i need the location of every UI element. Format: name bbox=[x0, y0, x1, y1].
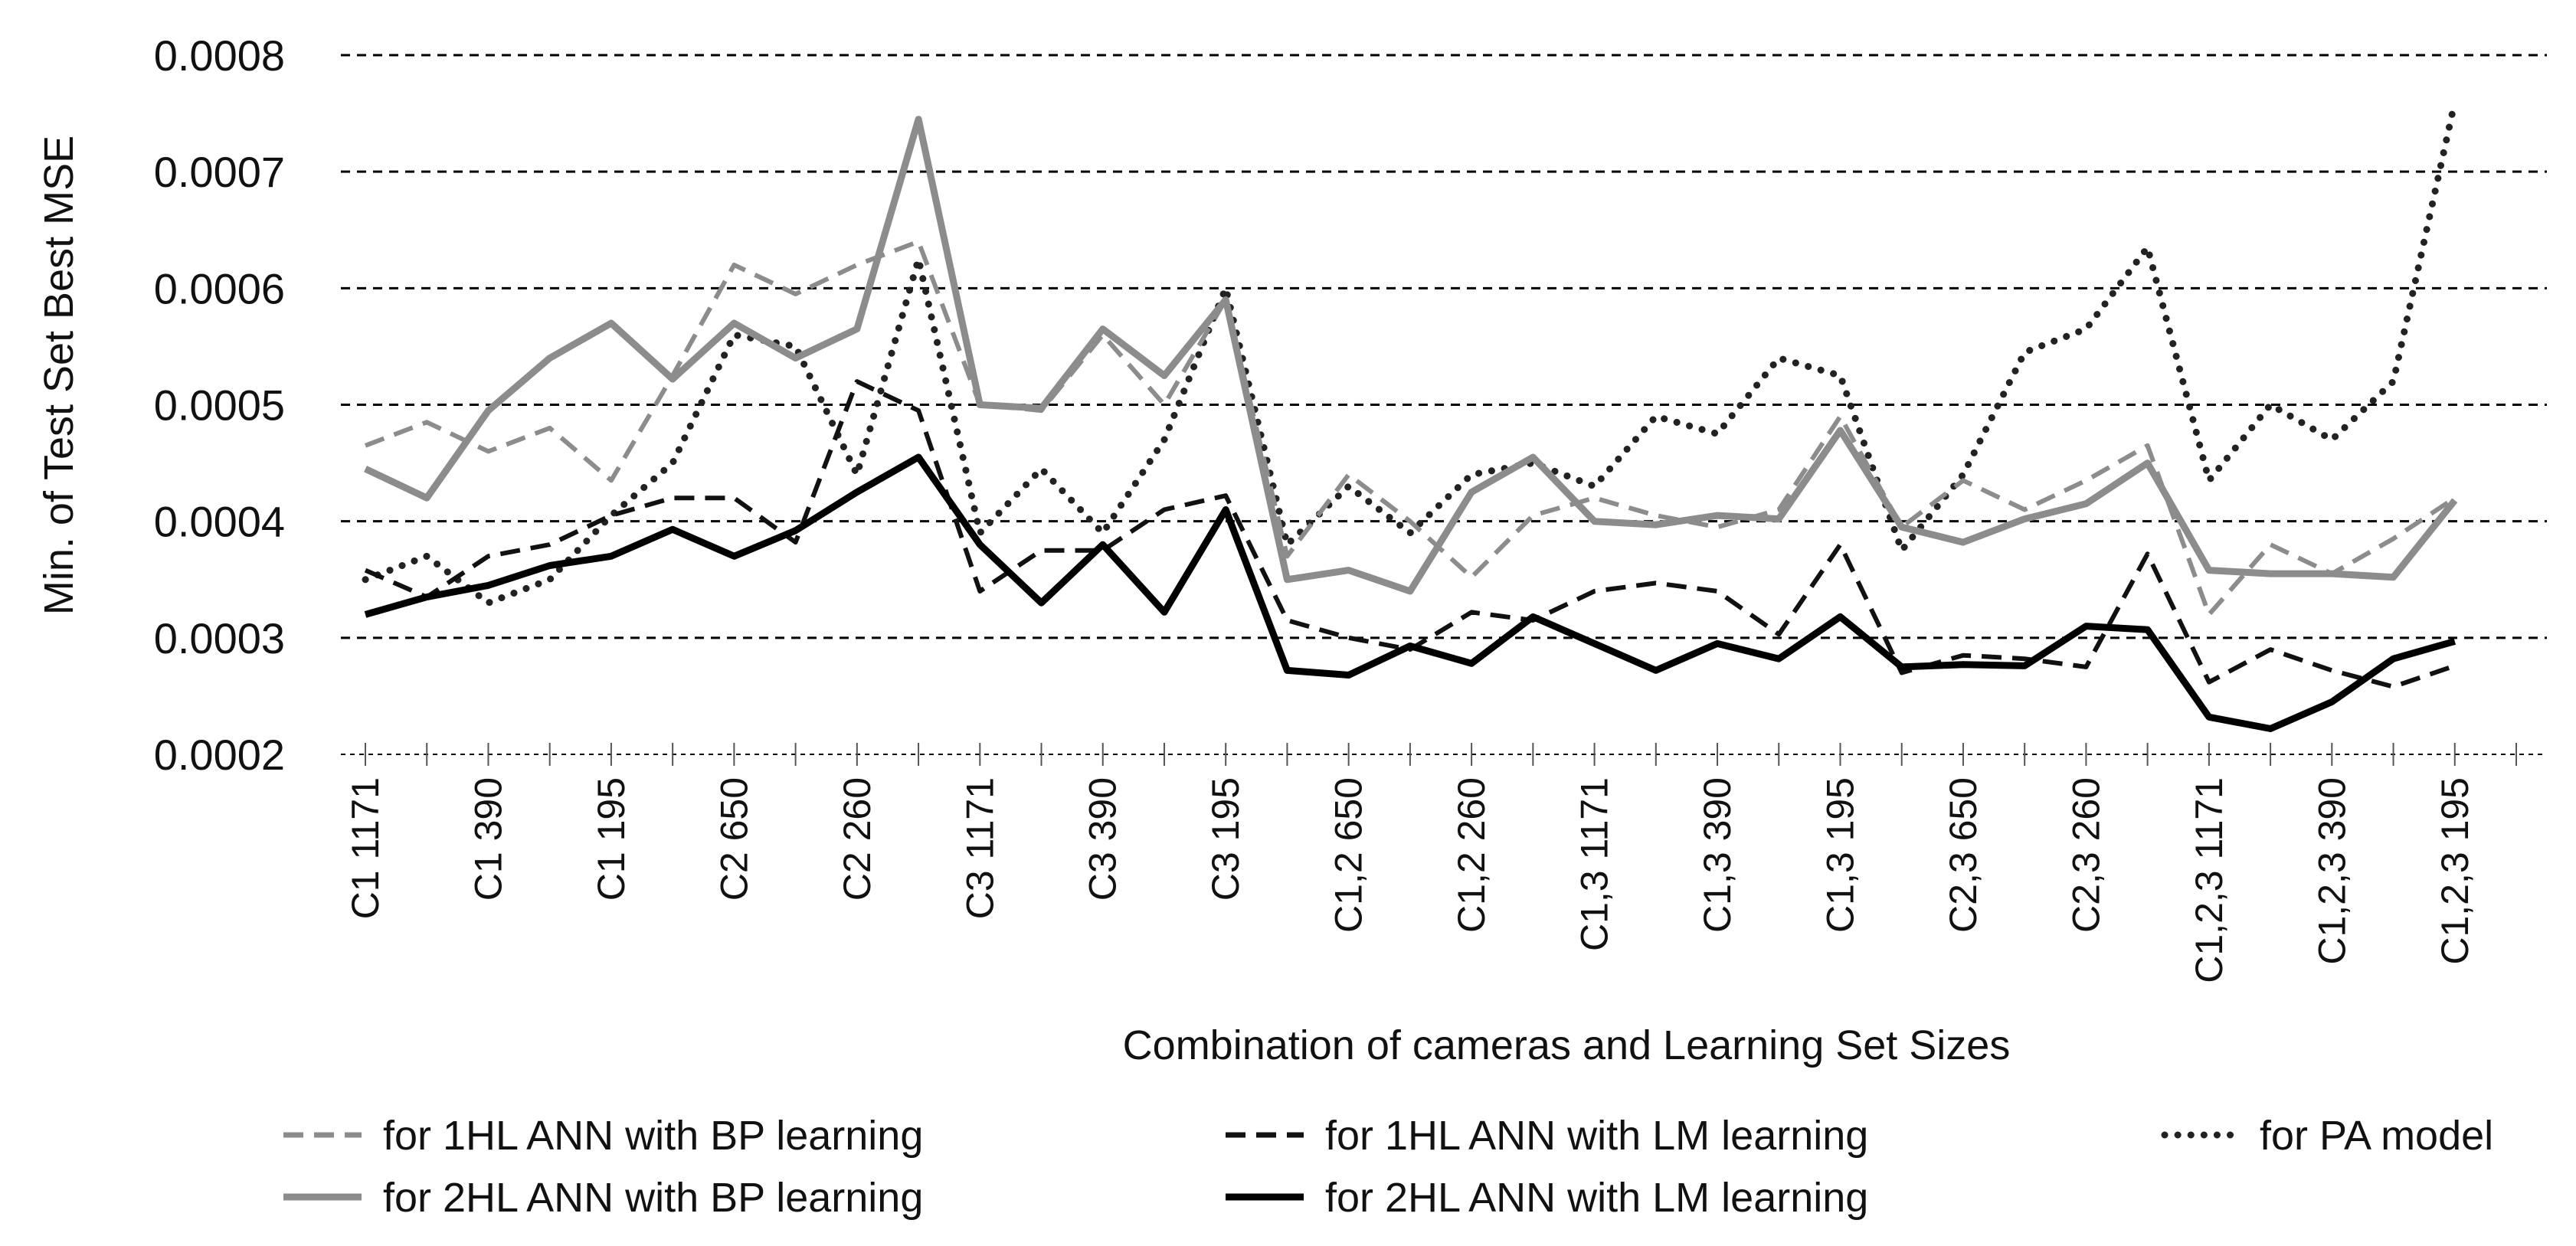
y-tick-label: 0.0006 bbox=[154, 264, 285, 312]
y-tick-label: 0.0008 bbox=[154, 31, 285, 80]
x-tick-label: C3 195 bbox=[1204, 777, 1247, 901]
legend-label: for 1HL ANN with BP learning bbox=[383, 1113, 923, 1159]
x-tick-label: C2 260 bbox=[836, 777, 879, 901]
y-tick-label: 0.0004 bbox=[154, 498, 285, 546]
series-lines bbox=[362, 98, 2459, 732]
x-axis: C1 1171 C1 390 C1 195 C2 650 C2 260 C3 1171 C3… bbox=[344, 743, 2517, 983]
y-axis-title: Min. of Test Set Best MSE bbox=[36, 136, 82, 615]
series-line-0 bbox=[364, 239, 2457, 617]
y-tick-label: 0.0005 bbox=[154, 381, 285, 430]
legend: for 1HL ANN with BP learning for 1HL ANN … bbox=[283, 1113, 2493, 1221]
x-tick-label: C1,2,3 390 bbox=[2310, 777, 2353, 965]
x-tick-label: C3 1171 bbox=[958, 777, 1001, 919]
x-tick-label: C1 1171 bbox=[344, 777, 387, 919]
x-axis-title: Combination of cameras and Learning Set … bbox=[1123, 1022, 2011, 1068]
x-tick-label: C1 390 bbox=[466, 777, 509, 901]
y-tick-label: 0.0003 bbox=[154, 614, 285, 662]
x-tick-label: C1,2,3 195 bbox=[2434, 777, 2476, 965]
series-line-2 bbox=[362, 98, 2459, 607]
y-tick-label: 0.0007 bbox=[154, 148, 285, 196]
x-tick-label: C2 650 bbox=[712, 777, 755, 901]
legend-label: for 1HL ANN with LM learning bbox=[1325, 1113, 1868, 1159]
y-tick-label: 0.0002 bbox=[154, 731, 285, 779]
x-tick-label: C2,3 650 bbox=[1942, 777, 1985, 933]
x-tick-label: C1,3 1171 bbox=[1573, 777, 1616, 951]
legend-label: for PA model bbox=[2260, 1113, 2493, 1159]
y-axis-ticks: 0.0002 0.0003 0.0004 0.0005 0.0006 0.0007 0.00… bbox=[154, 31, 285, 779]
legend-label: for 2HL ANN with BP learning bbox=[383, 1175, 923, 1221]
gridlines bbox=[341, 54, 2547, 755]
x-tick-label: C2,3 260 bbox=[2064, 777, 2107, 933]
x-tick-label: C1,2 650 bbox=[1327, 777, 1370, 933]
legend-label: for 2HL ANN with LM learning bbox=[1325, 1175, 1868, 1221]
series-line-4 bbox=[364, 453, 2457, 732]
series-line-3 bbox=[364, 116, 2458, 595]
x-tick-label: C1,3 195 bbox=[1818, 777, 1861, 933]
x-tick-label: C3 390 bbox=[1082, 777, 1124, 901]
x-tick-label: C1,2,3 1171 bbox=[2188, 777, 2231, 983]
x-tick-label: C1 195 bbox=[590, 777, 633, 901]
x-tick-label: C1,2 260 bbox=[1450, 777, 1493, 933]
x-tick-label: C1,3 390 bbox=[1696, 777, 1739, 933]
